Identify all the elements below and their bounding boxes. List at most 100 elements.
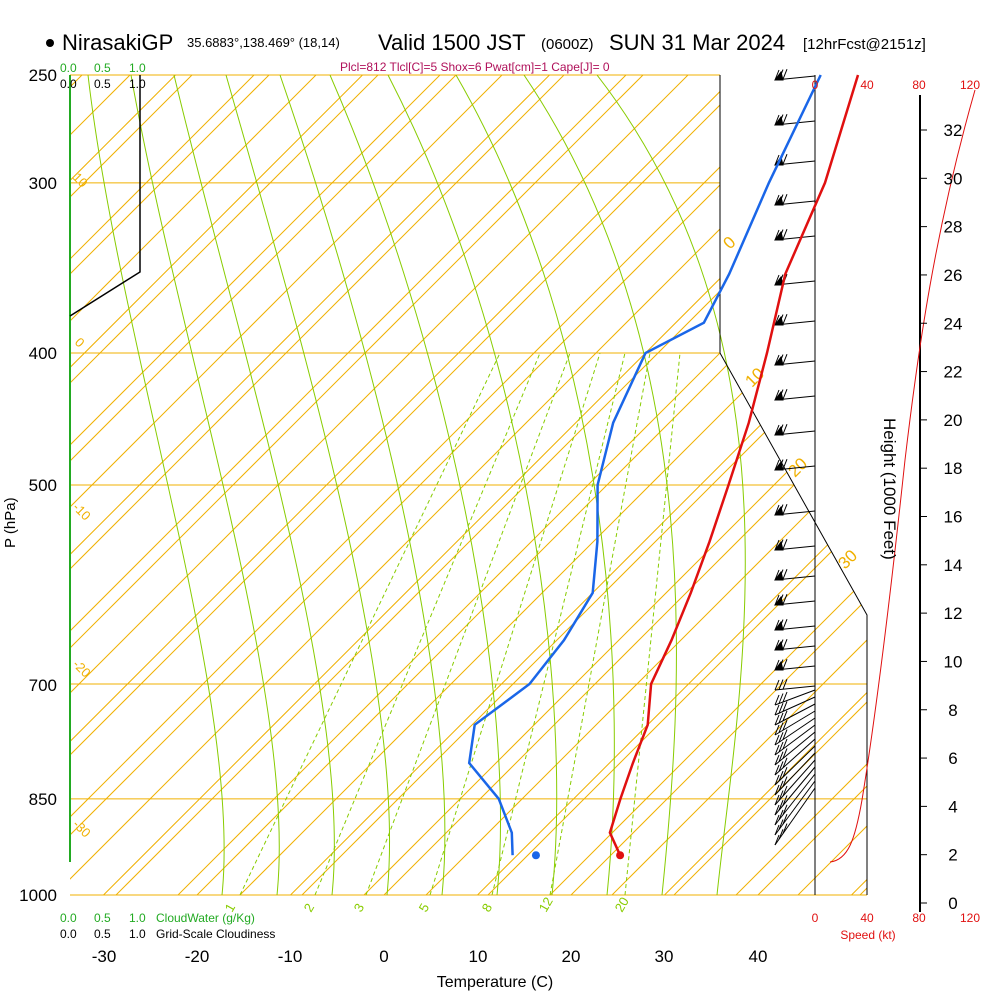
mixing-ratio-line (239, 352, 501, 895)
speed-tick: 80 (912, 911, 926, 925)
station-coords: 35.6883°,138.469° (18,14) (187, 35, 340, 50)
cloudiness-tick: 0.5 (94, 77, 111, 91)
isotherm-line (70, 75, 457, 895)
isotherm-label: -20 (70, 657, 94, 681)
height-tick: 26 (944, 266, 963, 285)
mixing-ratio-line (429, 352, 601, 895)
isotherm-line (570, 75, 867, 895)
wind-barb (774, 724, 816, 756)
frame-right-edge (719, 75, 868, 895)
isotherm-line (70, 75, 270, 895)
station-name: NirasakiGP (62, 30, 173, 55)
speed-tick: 120 (960, 78, 980, 92)
speed-tick: 0 (812, 78, 819, 92)
cloudiness-tick: 1.0 (129, 77, 146, 91)
moist-adiabat (173, 75, 335, 895)
speed-tick: 80 (912, 78, 926, 92)
height-tick: 6 (948, 749, 957, 768)
wind-barb (774, 569, 816, 581)
temperature-tick: 0 (379, 947, 388, 966)
height-tick: 24 (944, 314, 963, 333)
wind-barb (774, 539, 816, 551)
wind-barb (774, 354, 816, 366)
isotherm-line (70, 75, 363, 895)
wind-barb (774, 780, 816, 836)
moist-adiabat (87, 75, 225, 895)
adiabat-line (611, 75, 867, 895)
cloudwater-tick: 0.0 (60, 911, 77, 925)
adiabat-line (487, 75, 867, 895)
height-tick: 14 (944, 556, 963, 575)
height-tick: 8 (948, 701, 957, 720)
wind-barb (774, 731, 816, 766)
pressure-tick: 500 (29, 476, 57, 495)
adiabat-line (70, 75, 317, 895)
height-tick: 32 (944, 121, 963, 140)
height-axis-title: Height (1000 Feet) (880, 418, 899, 560)
mixing-label: 12 (536, 894, 556, 914)
mixing-ratio-line (491, 352, 626, 895)
isotherm-line (851, 75, 867, 895)
pressure-tick: 300 (29, 174, 57, 193)
wind-barb (774, 194, 816, 206)
cloudwater-tick: 0.0 (60, 61, 77, 75)
height-tick: 28 (944, 218, 963, 237)
wind-barb (774, 314, 816, 326)
temperature-tick: 10 (469, 947, 488, 966)
speed-tick: 40 (860, 78, 874, 92)
wind-barb (774, 738, 816, 776)
surface-dewpoint-marker (531, 851, 540, 860)
wind-barb (774, 594, 816, 606)
cloudwater-tick: 0.5 (94, 911, 111, 925)
wind-barb (774, 229, 816, 241)
cloudiness-profile (69, 75, 141, 317)
cloudiness-tick: 1.0 (129, 927, 146, 941)
temperature-tick-labels: -30 -20 -10 0 10 20 30 40 (92, 947, 768, 966)
surface-temperature-marker (616, 851, 625, 860)
stability-indices: Plcl=812 Tlcl[C]=5 Shox=6 Pwat[cm]=1 Cap… (340, 60, 610, 74)
height-tick: 10 (944, 652, 963, 671)
moist-adiabat (130, 75, 280, 895)
cloudiness-label: Grid-Scale Cloudiness (156, 927, 275, 941)
wind-speed-profile (829, 89, 976, 863)
station-marker-icon (46, 39, 54, 47)
wind-barb (774, 389, 816, 401)
cloudiness-tick: 0.5 (94, 927, 111, 941)
height-tick: 20 (944, 411, 963, 430)
pressure-tick: 400 (29, 344, 57, 363)
valid-time: Valid 1500 JST (378, 30, 526, 55)
mixing-ratio-labels: 1 2 3 5 8 12 20 (222, 894, 632, 914)
isobar-lines (70, 74, 867, 896)
isotherm-labels: 10 0 -10 -20 -30 0 10 20 30 (70, 170, 861, 841)
cloudwater-tick: 1.0 (129, 911, 146, 925)
temperature-tick: 30 (655, 947, 674, 966)
wind-barb (774, 773, 816, 826)
speed-tick: 40 (860, 911, 874, 925)
wind-barb (774, 717, 816, 746)
speed-tick: 120 (960, 911, 980, 925)
wind-barb (774, 766, 816, 816)
temperature-tick: -20 (185, 947, 210, 966)
height-tick: 0 (948, 894, 957, 913)
height-tick: 30 (944, 169, 963, 188)
temperature-tick: -30 (92, 947, 117, 966)
mixing-ratio-line (549, 352, 651, 895)
wind-barb (774, 759, 816, 806)
wind-barb (774, 424, 816, 436)
pressure-tick: 700 (29, 676, 57, 695)
cloudiness-tick: 0.0 (60, 927, 77, 941)
wind-barb (774, 710, 816, 736)
wind-barb (774, 696, 816, 716)
mixing-label: 8 (479, 901, 496, 915)
pressure-tick: 850 (29, 790, 57, 809)
cloudiness-tick: 0.0 (60, 77, 77, 91)
temperature-axis-title: Temperature (C) (437, 974, 553, 991)
temperature-tick: 40 (749, 947, 768, 966)
speed-axis-title: Speed (kt) (840, 928, 895, 942)
isotherm-label: 10 (70, 170, 91, 191)
mixing-ratio-line (365, 352, 571, 895)
isotherm-label: 0 (72, 335, 88, 351)
wind-barb (774, 703, 816, 726)
